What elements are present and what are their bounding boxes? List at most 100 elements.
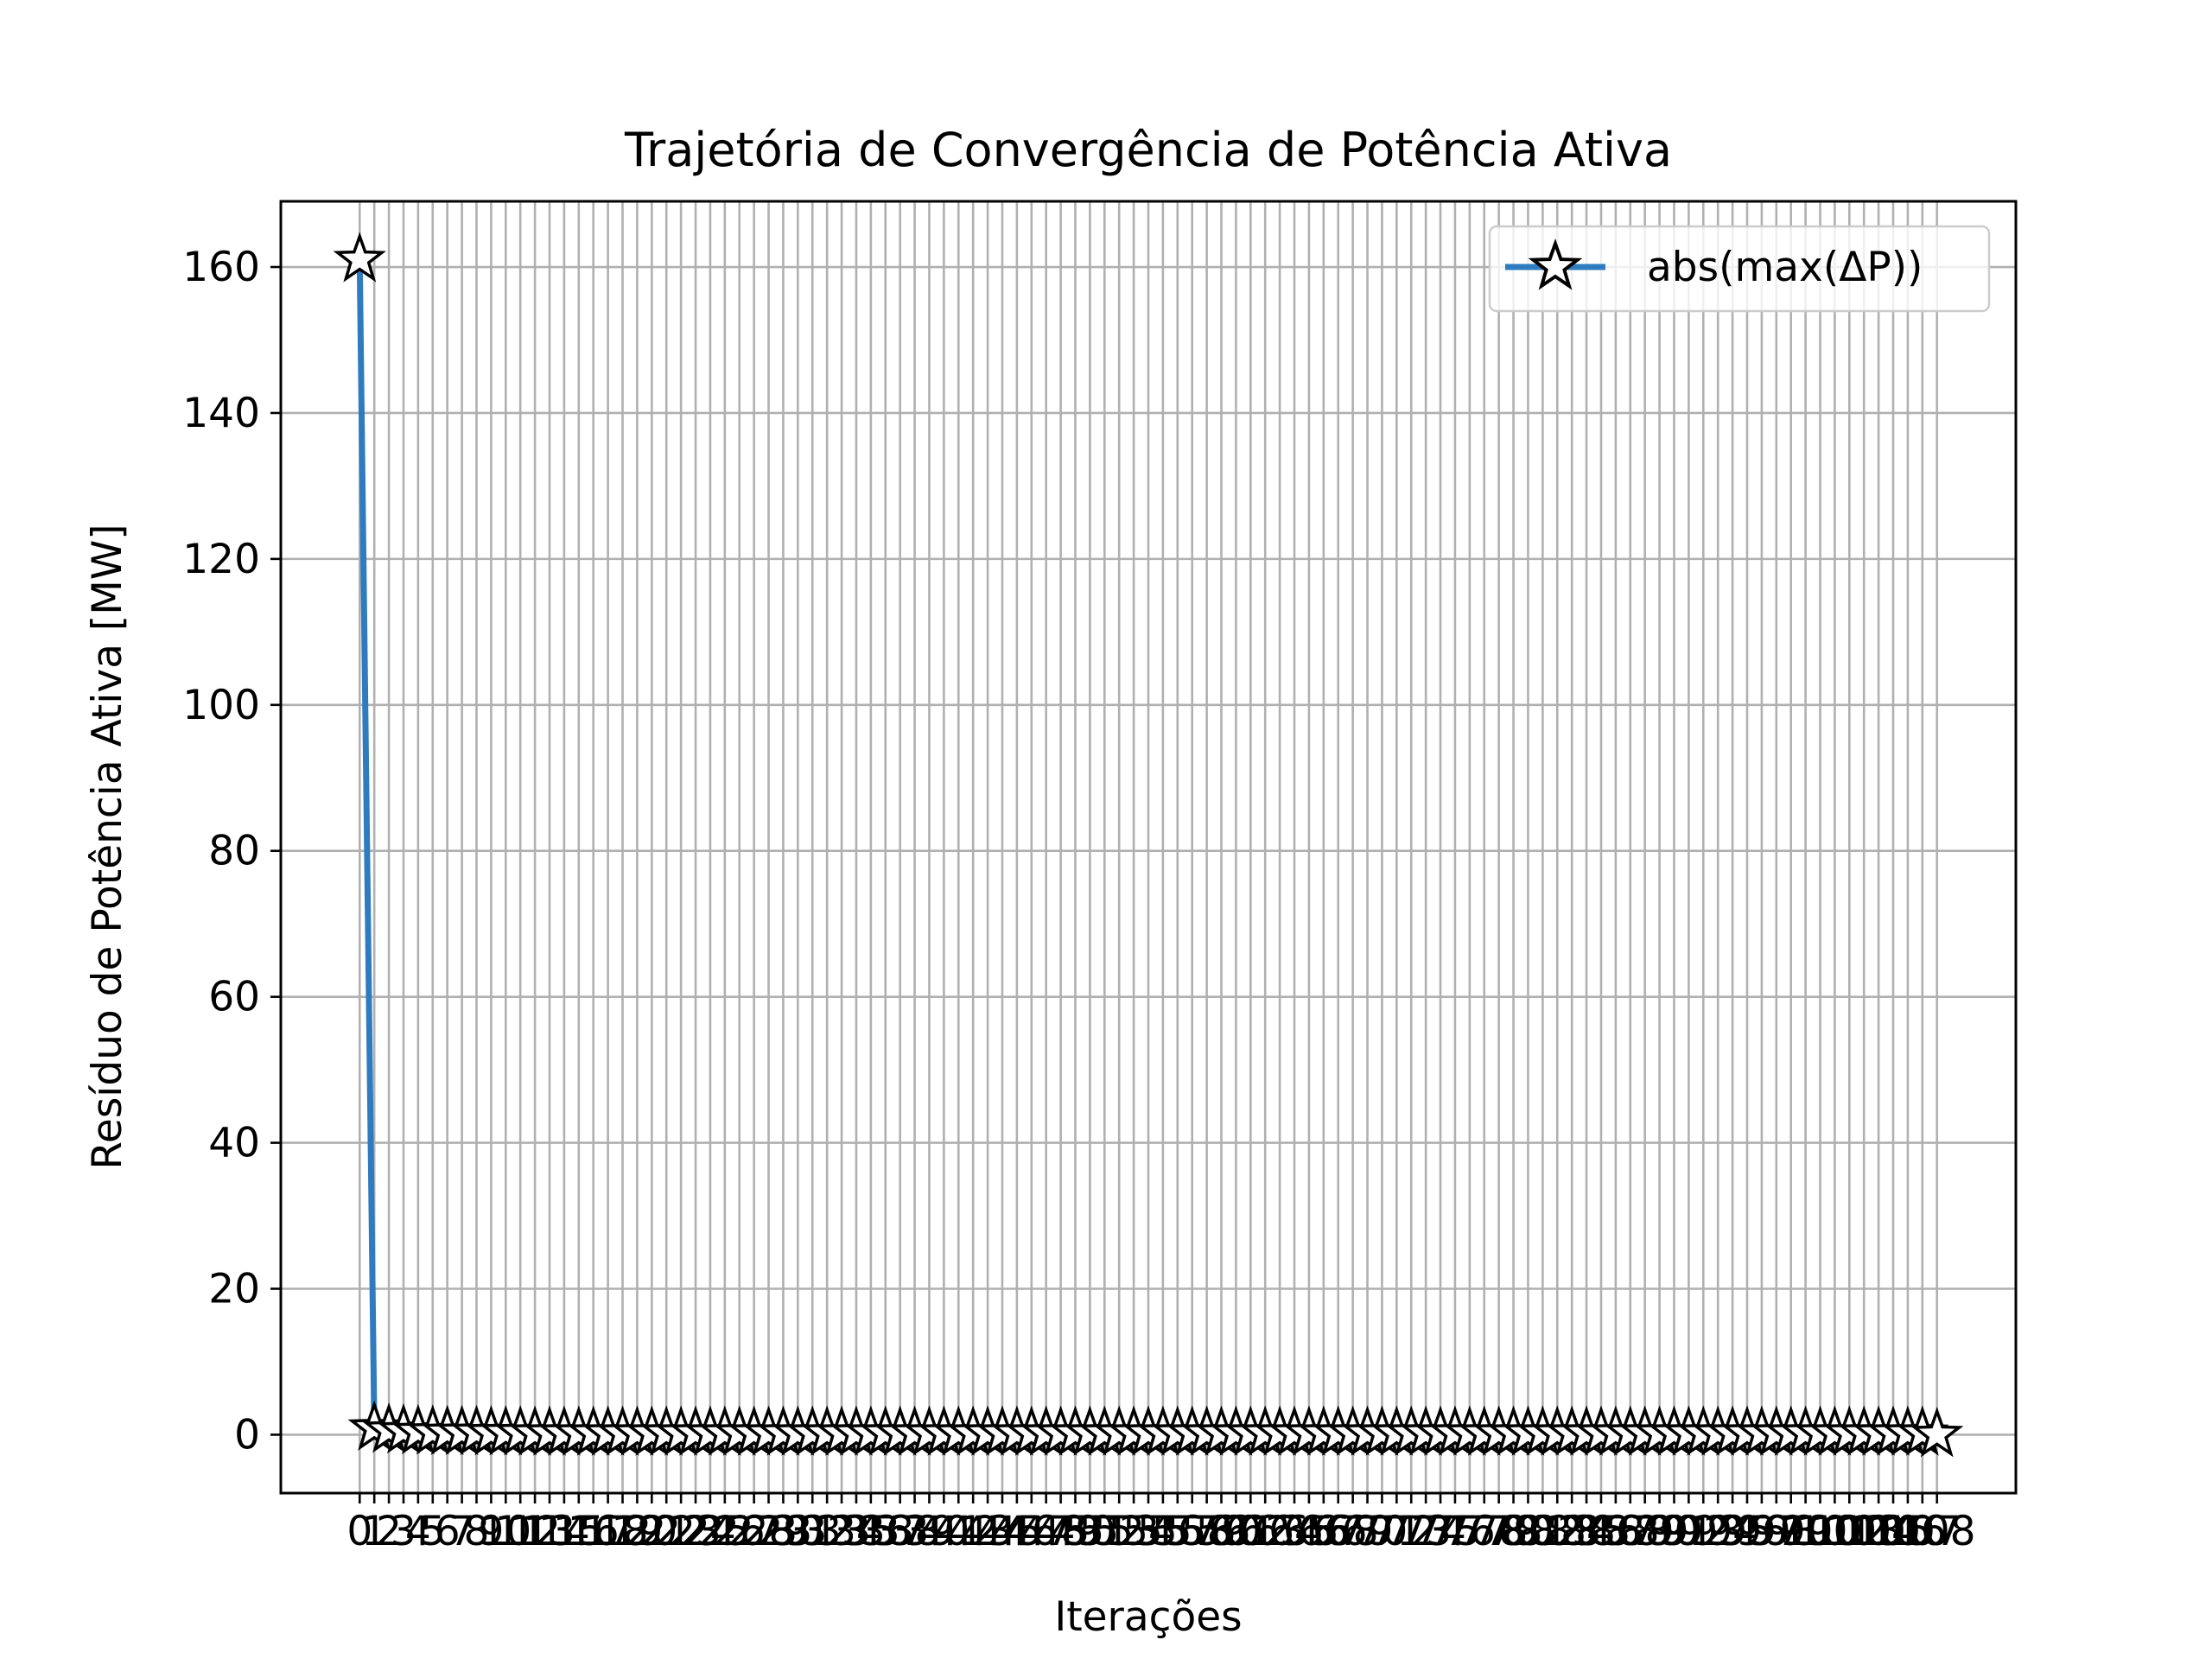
x-tick-label: 42 xyxy=(947,1508,999,1555)
x-tick-label: 0 xyxy=(346,1508,372,1555)
x-tick-label: 30 xyxy=(772,1508,823,1555)
grid-layer xyxy=(281,201,2016,1493)
x-tick-label: 104 xyxy=(1840,1508,1917,1555)
x-tick-label: 46 xyxy=(1006,1508,1058,1555)
series-layer xyxy=(333,232,1964,1458)
x-tick-label: 92 xyxy=(1677,1508,1729,1555)
x-tick-label: 60 xyxy=(1211,1508,1262,1555)
x-tick-label: 23 xyxy=(670,1508,721,1555)
y-tick-label: 140 xyxy=(182,390,260,437)
x-tick-label: 88 xyxy=(1619,1508,1671,1555)
x-tick-label: 91 xyxy=(1662,1508,1714,1555)
y-tick-label: 20 xyxy=(208,1266,260,1313)
x-tick-label: 56 xyxy=(1152,1508,1204,1555)
x-tick-label: 93 xyxy=(1692,1508,1744,1555)
x-tick-label: 32 xyxy=(801,1508,853,1555)
x-tick-label: 8 xyxy=(464,1508,490,1555)
x-tick-label: 26 xyxy=(714,1508,766,1555)
x-tick-label: 38 xyxy=(889,1508,941,1555)
x-tick-label: 57 xyxy=(1166,1508,1218,1555)
x-tick-label: 82 xyxy=(1531,1508,1583,1555)
x-tick-label: 101 xyxy=(1796,1508,1874,1555)
x-tick-label: 75 xyxy=(1429,1508,1481,1555)
x-tick-label: 76 xyxy=(1444,1508,1496,1555)
x-tick-label: 20 xyxy=(626,1508,677,1555)
x-tick-label: 52 xyxy=(1093,1508,1145,1555)
x-tick-label: 41 xyxy=(932,1508,984,1555)
x-tick-label: 10 xyxy=(480,1508,531,1555)
x-tick-label: 5 xyxy=(420,1508,446,1555)
x-tick-label: 94 xyxy=(1707,1508,1758,1555)
x-tick-label: 40 xyxy=(918,1508,969,1555)
x-tick-label: 64 xyxy=(1268,1508,1320,1555)
x-tick-label: 17 xyxy=(582,1508,634,1555)
x-tick-label: 33 xyxy=(816,1508,868,1555)
x-tick-label: 6 xyxy=(435,1508,461,1555)
x-tick-label: 102 xyxy=(1810,1508,1888,1555)
y-axis-label: Resíduo de Potência Ativa [MW] xyxy=(84,524,131,1169)
x-tick-label: 29 xyxy=(758,1508,810,1555)
x-tick-label: 99 xyxy=(1780,1508,1832,1555)
y-tick-label: 60 xyxy=(208,974,260,1021)
x-tick-label: 105 xyxy=(1854,1508,1932,1555)
x-tick-label: 50 xyxy=(1064,1508,1116,1555)
legend-box xyxy=(1488,225,1991,313)
x-tick-label: 12 xyxy=(509,1508,561,1555)
x-tick-label: 79 xyxy=(1488,1508,1540,1555)
x-tick-label: 97 xyxy=(1751,1508,1802,1555)
x-tick-label: 39 xyxy=(904,1508,956,1555)
x-tick-label: 27 xyxy=(728,1508,780,1555)
legend: abs(max(ΔP)) xyxy=(1488,225,1991,313)
x-tick-label: 89 xyxy=(1634,1508,1686,1555)
x-tick-label: 37 xyxy=(874,1508,926,1555)
x-tick-label: 1 xyxy=(361,1508,387,1555)
x-tick-label: 95 xyxy=(1721,1508,1773,1555)
y-tick-label: 100 xyxy=(182,682,260,729)
x-tick-label: 31 xyxy=(786,1508,838,1555)
x-tick-label: 13 xyxy=(524,1508,575,1555)
x-tick-label: 68 xyxy=(1327,1508,1379,1555)
x-tick-label: 9 xyxy=(478,1508,504,1555)
x-tick-label: 36 xyxy=(860,1508,912,1555)
x-tick-label: 19 xyxy=(612,1508,664,1555)
legend-star-icon xyxy=(1528,238,1583,290)
x-tick-label: 43 xyxy=(962,1508,1014,1555)
x-tick-label: 66 xyxy=(1298,1508,1350,1555)
x-tick-label: 18 xyxy=(597,1508,649,1555)
x-tick-label: 11 xyxy=(494,1508,546,1555)
x-tick-label: 44 xyxy=(976,1508,1028,1555)
x-tick-label: 21 xyxy=(640,1508,692,1555)
x-tick-label: 81 xyxy=(1516,1508,1568,1555)
x-tick-label: 15 xyxy=(553,1508,605,1555)
x-tick-label: 34 xyxy=(830,1508,882,1555)
x-tick-label: 72 xyxy=(1385,1508,1437,1555)
x-tick-label: 58 xyxy=(1181,1508,1233,1555)
y-tick-label: 120 xyxy=(182,536,260,583)
x-tick-label: 61 xyxy=(1224,1508,1276,1555)
x-tick-label: 35 xyxy=(845,1508,897,1555)
x-tick-label: 90 xyxy=(1649,1508,1700,1555)
y-tick-label: 0 xyxy=(234,1411,260,1459)
data-point-star xyxy=(333,232,386,283)
y-tick-label: 40 xyxy=(208,1120,260,1167)
x-tick-label: 73 xyxy=(1400,1508,1452,1555)
ticks-layer: 0123456789101112131415161718192021222324… xyxy=(182,244,1975,1555)
x-tick-label: 96 xyxy=(1736,1508,1788,1555)
y-tick-label: 160 xyxy=(182,244,260,291)
x-tick-label: 25 xyxy=(699,1508,751,1555)
x-axis-label: Iterações xyxy=(1054,1593,1242,1641)
x-tick-label: 103 xyxy=(1825,1508,1903,1555)
x-tick-label: 53 xyxy=(1108,1508,1160,1555)
x-tick-label: 106 xyxy=(1869,1508,1947,1555)
x-tick-label: 63 xyxy=(1254,1508,1306,1555)
x-tick-label: 59 xyxy=(1196,1508,1248,1555)
x-tick-label: 7 xyxy=(449,1508,475,1555)
x-tick-label: 45 xyxy=(991,1508,1043,1555)
x-tick-label: 4 xyxy=(405,1508,431,1555)
x-tick-label: 47 xyxy=(1020,1508,1072,1555)
x-tick-label: 69 xyxy=(1342,1508,1394,1555)
x-tick-label: 98 xyxy=(1765,1508,1817,1555)
x-tick-label: 83 xyxy=(1546,1508,1598,1555)
x-tick-label: 80 xyxy=(1503,1508,1554,1555)
x-tick-label: 85 xyxy=(1575,1508,1627,1555)
